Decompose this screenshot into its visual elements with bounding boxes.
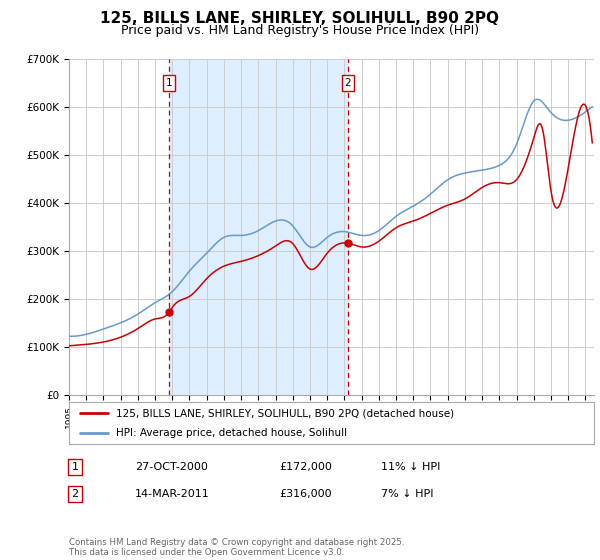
Text: £172,000: £172,000 [279,462,332,472]
Text: HPI: Average price, detached house, Solihull: HPI: Average price, detached house, Soli… [116,428,347,437]
Text: 125, BILLS LANE, SHIRLEY, SOLIHULL, B90 2PQ: 125, BILLS LANE, SHIRLEY, SOLIHULL, B90 … [101,11,499,26]
Text: 27-OCT-2000: 27-OCT-2000 [135,462,208,472]
Text: 1: 1 [166,78,172,88]
Text: 2: 2 [344,78,351,88]
Text: Contains HM Land Registry data © Crown copyright and database right 2025.
This d: Contains HM Land Registry data © Crown c… [69,538,404,557]
Text: 7% ↓ HPI: 7% ↓ HPI [381,489,433,499]
Text: 14-MAR-2011: 14-MAR-2011 [135,489,210,499]
Text: 2: 2 [71,489,79,499]
Text: 1: 1 [71,462,79,472]
Text: 125, BILLS LANE, SHIRLEY, SOLIHULL, B90 2PQ (detached house): 125, BILLS LANE, SHIRLEY, SOLIHULL, B90 … [116,408,454,418]
Text: 11% ↓ HPI: 11% ↓ HPI [381,462,440,472]
Text: Price paid vs. HM Land Registry's House Price Index (HPI): Price paid vs. HM Land Registry's House … [121,24,479,36]
Bar [169,59,348,395]
Text: £316,000: £316,000 [279,489,332,499]
